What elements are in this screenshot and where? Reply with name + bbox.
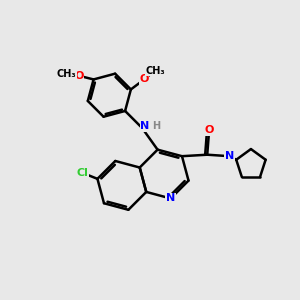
Text: O: O [74,71,83,82]
Text: N: N [166,194,175,203]
Text: O: O [204,125,213,135]
Text: N: N [140,122,150,131]
Text: Cl: Cl [76,168,88,178]
Text: N: N [225,151,234,161]
Text: H: H [152,122,160,131]
Text: CH₃: CH₃ [146,66,165,76]
Text: CH₃: CH₃ [56,69,76,79]
Text: O: O [140,74,149,84]
